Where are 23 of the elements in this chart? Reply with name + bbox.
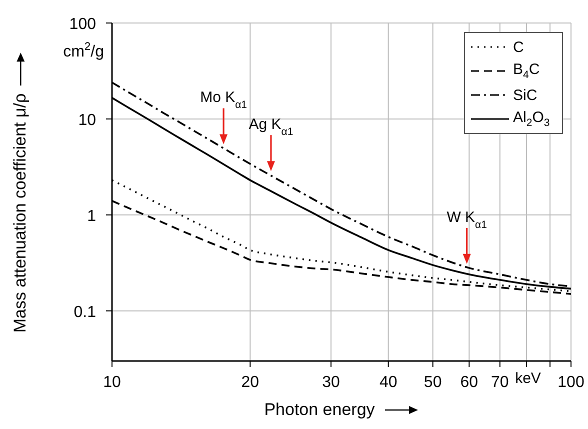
x-tick-label: 100 — [558, 374, 584, 391]
y-axis-title: Mass attenuation coefficient μ/ρ — [11, 93, 31, 333]
x-axis-title: Photon energy — [264, 400, 375, 420]
y-tick-label: 100 — [69, 16, 96, 33]
x-tick-label: 10 — [103, 374, 121, 391]
text: keV — [515, 370, 541, 387]
y-tick-label: 1 — [87, 208, 96, 225]
legend-label: SiC — [513, 86, 538, 104]
annotation: W K$_{α1}$ — [446, 208, 488, 231]
legend-label: Al$_{2}$O$_{3}$ — [513, 109, 550, 129]
x-tick-label: 60 — [460, 374, 478, 391]
text: cm$^{2}$/g — [63, 41, 104, 60]
legend-label: C — [513, 38, 524, 56]
annotation: Ag K$_{α1}$ — [248, 116, 294, 138]
legend-label: B$_{4}$C — [513, 61, 540, 81]
x-tick-label: 50 — [424, 374, 442, 391]
x-tick-label: 40 — [379, 374, 398, 391]
y-tick-label: 10 — [78, 112, 96, 129]
x-tick-label: 30 — [322, 374, 340, 391]
y-tick-label: 0.1 — [74, 304, 96, 321]
x-tick-label: 70 — [491, 374, 509, 391]
annotation: Mo K$_{α1}$ — [200, 89, 248, 112]
x-tick-label: 20 — [241, 374, 260, 391]
